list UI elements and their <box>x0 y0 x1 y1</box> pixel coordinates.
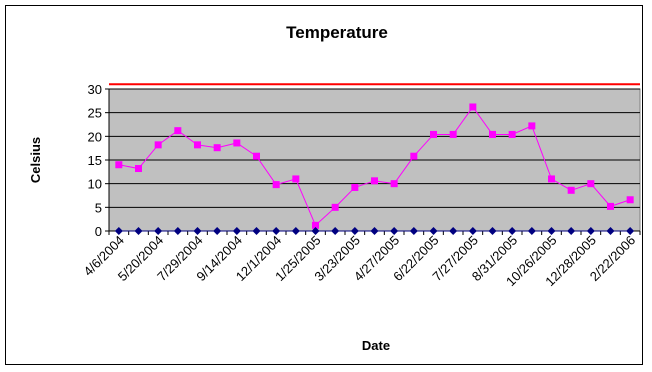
data-point <box>134 227 143 235</box>
data-point <box>468 227 477 235</box>
data-point <box>233 139 241 147</box>
data-point <box>626 196 634 204</box>
data-point <box>174 127 182 135</box>
data-point <box>253 152 260 160</box>
data-point <box>430 130 437 138</box>
y-tick-label: 15 <box>88 153 102 168</box>
data-point <box>272 181 280 189</box>
data-point <box>194 141 201 149</box>
data-point <box>154 227 163 235</box>
data-point <box>351 183 359 191</box>
data-point <box>606 227 615 235</box>
data-point <box>469 103 477 111</box>
data-point <box>213 227 222 235</box>
data-point <box>371 177 378 185</box>
data-point <box>429 227 438 235</box>
data-point <box>350 227 359 235</box>
data-point <box>586 227 595 235</box>
data-point <box>547 227 556 235</box>
data-point <box>587 180 595 188</box>
chart-title: Temperature <box>286 23 388 42</box>
y-axis-title: Celsius <box>28 137 43 183</box>
x-axis-title: Date <box>362 338 390 353</box>
data-point <box>154 141 162 149</box>
series-1 <box>115 103 634 229</box>
data-point <box>370 227 379 235</box>
y-tick-label: 0 <box>95 224 102 239</box>
data-point <box>115 161 123 169</box>
data-point <box>527 227 536 235</box>
data-point <box>449 227 458 235</box>
x-axis-ticks: 4/6/20045/20/20047/29/20049/14/200412/1/… <box>81 231 641 289</box>
data-point <box>410 152 418 160</box>
data-point <box>390 180 398 188</box>
data-point <box>331 203 339 211</box>
data-point <box>508 227 517 235</box>
data-point <box>331 227 340 235</box>
data-point <box>567 227 576 235</box>
data-point <box>252 227 261 235</box>
data-point <box>311 227 320 235</box>
data-point <box>232 227 241 235</box>
data-point <box>193 227 202 235</box>
series-layer <box>109 83 640 235</box>
data-point <box>135 165 142 173</box>
y-tick-label: 20 <box>88 129 102 144</box>
data-point <box>114 227 123 235</box>
data-point <box>567 186 575 194</box>
data-point <box>489 130 496 138</box>
data-point <box>291 227 300 235</box>
y-tick-label: 5 <box>95 200 102 215</box>
series-2 <box>114 227 635 235</box>
data-point <box>528 122 536 130</box>
data-point <box>272 227 281 235</box>
data-point <box>548 175 555 183</box>
y-tick-label: 25 <box>88 106 102 121</box>
data-point <box>488 227 497 235</box>
data-point <box>213 144 221 152</box>
data-point <box>508 130 516 138</box>
y-tick-label: 10 <box>88 177 102 192</box>
data-point <box>626 227 635 235</box>
data-point <box>607 202 614 210</box>
data-point <box>292 175 300 183</box>
data-point <box>173 227 182 235</box>
data-point <box>449 130 457 138</box>
data-point <box>390 227 399 235</box>
y-tick-label: 30 <box>88 82 102 97</box>
data-point <box>312 221 319 229</box>
data-point <box>409 227 418 235</box>
